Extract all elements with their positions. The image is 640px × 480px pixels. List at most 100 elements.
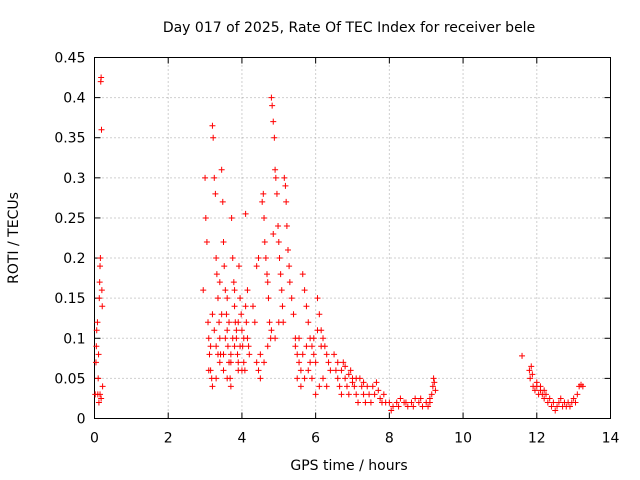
- data-point: [380, 391, 387, 398]
- data-point: [327, 367, 334, 374]
- data-point: [419, 403, 426, 410]
- data-point: [275, 222, 282, 229]
- data-point: [308, 343, 315, 350]
- data-point: [314, 295, 321, 302]
- y-tick-label: 0: [77, 412, 86, 428]
- data-point: [251, 319, 258, 326]
- data-point: [205, 335, 212, 342]
- data-point: [275, 319, 282, 326]
- data-point: [219, 198, 226, 205]
- plot-frame: [94, 57, 611, 419]
- data-point: [367, 399, 374, 406]
- data-point: [312, 391, 319, 398]
- data-point: [555, 399, 562, 406]
- data-point: [308, 375, 315, 382]
- data-point: [366, 391, 373, 398]
- data-point: [519, 352, 526, 359]
- data-point: [99, 303, 106, 310]
- chart-title: Day 017 of 2025, Rate Of TEC Index for r…: [163, 20, 535, 36]
- data-point: [362, 399, 369, 406]
- x-tick-label: 2: [164, 431, 173, 447]
- y-tick-label: 0.15: [54, 291, 85, 307]
- data-point: [203, 239, 210, 246]
- data-point: [334, 359, 341, 366]
- data-point: [216, 335, 223, 342]
- data-point: [349, 379, 356, 386]
- data-point: [97, 263, 104, 270]
- data-point: [281, 174, 288, 181]
- data-point: [393, 399, 400, 406]
- data-point: [213, 343, 220, 350]
- data-point: [318, 343, 325, 350]
- data-point: [353, 375, 360, 382]
- y-tick-label: 0.1: [63, 331, 85, 347]
- y-tick-label: 0.25: [54, 211, 85, 227]
- data-point: [388, 407, 395, 414]
- data-point: [211, 174, 218, 181]
- data-point: [98, 287, 105, 294]
- data-point: [533, 379, 540, 386]
- data-point: [279, 303, 286, 310]
- data-point: [206, 351, 213, 358]
- data-point: [285, 247, 291, 254]
- data-point: [242, 303, 249, 310]
- data-point: [316, 383, 323, 390]
- data-point: [214, 351, 221, 358]
- data-point: [531, 387, 538, 394]
- data-point: [579, 383, 586, 390]
- data-point: [332, 367, 339, 374]
- data-point: [261, 214, 268, 221]
- data-point: [541, 387, 548, 394]
- x-axis-label: GPS time / hours: [290, 458, 407, 474]
- data-point: [404, 403, 411, 410]
- data-point: [205, 367, 212, 374]
- data-point: [278, 287, 285, 294]
- data-point: [574, 391, 581, 398]
- data-point: [527, 375, 534, 382]
- data-point: [402, 399, 409, 406]
- data-point: [212, 190, 219, 197]
- data-point: [260, 190, 267, 197]
- data-point: [218, 166, 225, 173]
- data-point: [351, 383, 358, 390]
- data-point: [266, 319, 273, 326]
- data-point: [294, 375, 301, 382]
- data-point: [229, 255, 236, 262]
- data-point: [546, 395, 553, 402]
- data-point: [310, 335, 317, 342]
- x-tick-labels: 0 2 4 6 8 10 12 14: [90, 431, 619, 447]
- data-point: [231, 303, 238, 310]
- data-point: [268, 327, 275, 334]
- data-point: [269, 102, 276, 109]
- y-tick-label: 0.2: [63, 251, 85, 267]
- data-point: [237, 295, 244, 302]
- data-point: [429, 383, 436, 390]
- data-point: [275, 239, 282, 246]
- data-point: [259, 198, 266, 205]
- data-point: [303, 303, 310, 310]
- data-point: [557, 395, 564, 402]
- x-tick-label: 14: [602, 431, 620, 447]
- data-point: [371, 391, 378, 398]
- data-point: [270, 118, 277, 125]
- data-point: [273, 190, 280, 197]
- data-point: [431, 379, 438, 386]
- data-point: [261, 239, 268, 246]
- data-point: [92, 359, 99, 366]
- data-point: [96, 279, 103, 286]
- y-tick-label: 0.05: [54, 371, 85, 387]
- y-tick-label: 0.3: [63, 171, 85, 187]
- data-point: [299, 351, 306, 358]
- data-point: [227, 383, 234, 390]
- data-point: [412, 395, 419, 402]
- y-axis-label: ROTI / TECUs: [6, 192, 22, 284]
- data-point: [301, 375, 308, 382]
- data-point: [249, 303, 256, 310]
- data-point: [303, 343, 310, 350]
- data-point: [224, 327, 231, 334]
- data-point: [265, 295, 272, 302]
- data-point: [323, 351, 330, 358]
- data-point: [316, 311, 323, 318]
- data-point: [338, 367, 345, 374]
